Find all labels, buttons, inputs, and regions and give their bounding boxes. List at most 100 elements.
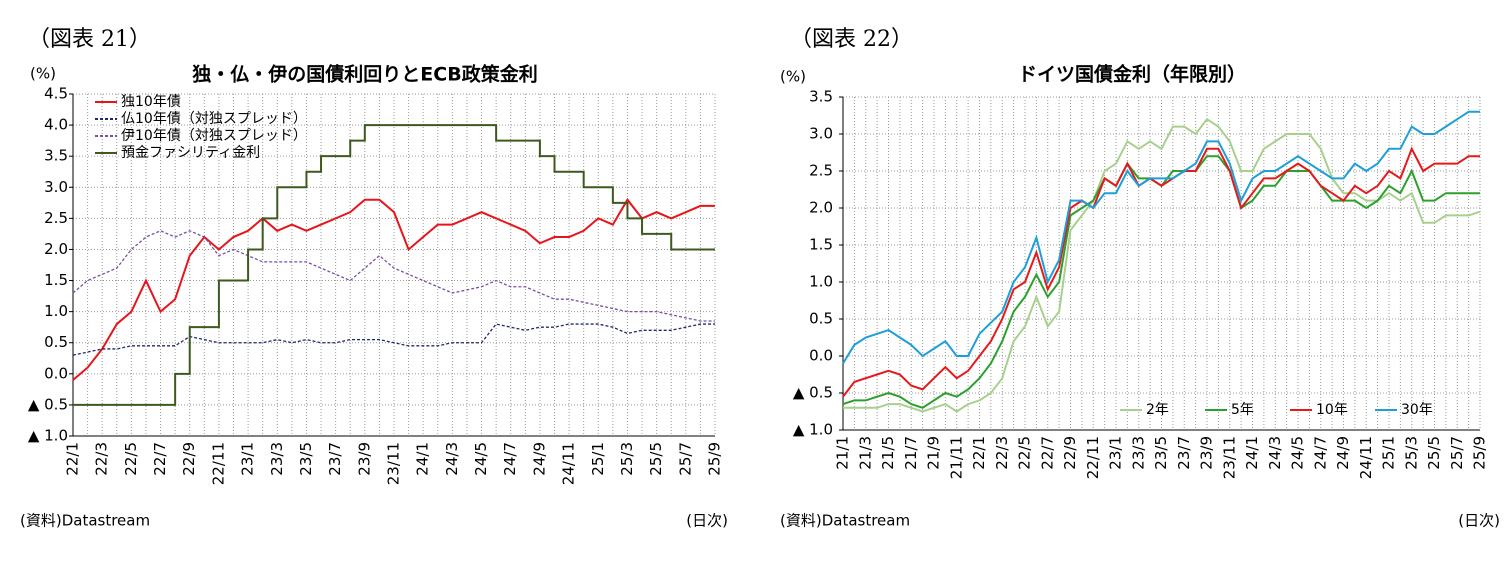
legend-label: 独10年債 — [121, 94, 181, 110]
x-tick-label: 21/9 — [925, 436, 943, 470]
x-tick-label: 25/7 — [676, 442, 694, 476]
frequency: (日次) — [1458, 512, 1500, 530]
series-line — [72, 323, 715, 356]
x-tick-label: 22/9 — [1061, 436, 1079, 470]
x-tick-label: 21/7 — [902, 436, 920, 470]
y-tick-label: 3.5 — [44, 147, 68, 165]
series-line — [73, 124, 715, 406]
chart-title: 独・仏・伊の国債利回りとECB政策金利 — [192, 63, 537, 86]
series-line — [842, 110, 1480, 364]
x-tick-label: 22/11 — [1084, 436, 1102, 479]
x-tick-label: 23/11 — [1220, 436, 1238, 479]
y-tick-label: ▲ 0.5 — [793, 384, 833, 402]
x-tick-label: 25/3 — [1402, 436, 1420, 470]
series-line — [843, 117, 1481, 413]
legend-label: 2年 — [1146, 402, 1169, 418]
y-tick-label: 2.5 — [44, 209, 68, 227]
x-tick-label: 21/1 — [834, 436, 852, 470]
x-tick-label: 25/7 — [1448, 436, 1466, 470]
x-tick-label: 23/9 — [355, 442, 373, 476]
x-tick-label: 23/5 — [297, 442, 315, 476]
x-tick-label: 23/7 — [326, 442, 344, 476]
y-tick-label: 3.0 — [809, 125, 833, 143]
x-tick-label: 22/11 — [209, 442, 227, 485]
x-tick-label: 23/1 — [1107, 436, 1125, 470]
y-tick-label: ▲ 1.0 — [28, 427, 68, 445]
y-tick-label: 2.0 — [809, 199, 833, 217]
x-tick-label: 25/9 — [706, 442, 724, 476]
x-tick-label: 22/1 — [64, 442, 82, 476]
y-tick-label: 4.0 — [44, 116, 68, 134]
x-tick-label: 24/3 — [443, 442, 461, 476]
x-tick-label: 24/7 — [501, 442, 519, 476]
legend-label: 5年 — [1231, 402, 1254, 418]
x-tick-label: 25/5 — [1425, 436, 1443, 470]
y-tick-label: 2.0 — [44, 240, 68, 258]
x-tick-label: 25/3 — [618, 442, 636, 476]
x-tick-label: 24/9 — [1334, 436, 1352, 470]
x-tick-label: 22/7 — [1038, 436, 1056, 470]
x-tick-label: 23/7 — [1175, 436, 1193, 470]
series-line — [72, 197, 715, 381]
legend-label: 仏10年債（対独スプレッド） — [121, 111, 307, 127]
y-tick-label: 1.0 — [809, 273, 833, 291]
x-tick-label: 24/1 — [1243, 436, 1261, 470]
x-tick-label: 24/3 — [1266, 436, 1284, 470]
x-tick-label: 25/1 — [589, 442, 607, 476]
source: (資料)Datastream — [780, 512, 910, 530]
x-tick-label: 24/11 — [1357, 436, 1375, 479]
x-tick-label: 22/3 — [993, 436, 1011, 470]
y-tick-label: ▲ 0.5 — [28, 395, 68, 413]
y-tick-label: 2.5 — [809, 162, 833, 180]
x-tick-label: 21/3 — [856, 436, 874, 470]
y-tick-label: 1.5 — [44, 271, 68, 289]
y-tick-label: 1.0 — [44, 302, 68, 320]
x-tick-label: 22/5 — [122, 442, 140, 476]
x-tick-label: 23/5 — [1152, 436, 1170, 470]
x-tick-label: 24/5 — [1289, 436, 1307, 470]
x-tick-label: 23/1 — [239, 442, 257, 476]
x-tick-label: 23/9 — [1198, 436, 1216, 470]
x-tick-label: 22/5 — [1016, 436, 1034, 470]
x-tick-label: 25/5 — [647, 442, 665, 476]
x-tick-label: 24/1 — [414, 442, 432, 476]
y-tick-label: 4.5 — [44, 85, 68, 103]
x-tick-label: 23/3 — [268, 442, 286, 476]
series-line — [72, 230, 715, 322]
panel-label: （図表 21） — [28, 27, 151, 52]
x-tick-label: 23/3 — [1129, 436, 1147, 470]
y-tick-label: 3.0 — [44, 178, 68, 196]
x-tick-label: 22/3 — [93, 442, 111, 476]
y-tick-label: 0.0 — [809, 347, 833, 365]
x-tick-label: 25/1 — [1380, 436, 1398, 470]
x-tick-label: 24/9 — [530, 442, 548, 476]
y-tick-label: 0.0 — [44, 364, 68, 382]
series-line — [842, 146, 1480, 398]
y-tick-label: 1.5 — [809, 236, 833, 254]
x-tick-label: 21/11 — [947, 436, 965, 479]
y-tick-label: ▲ 1.0 — [793, 421, 833, 439]
y-unit: (%) — [780, 68, 806, 86]
chart-title: ドイツ国債金利（年限別） — [1018, 63, 1246, 86]
legend-label: 預金ファシリティ金利 — [121, 145, 260, 161]
y-tick-label: 0.5 — [44, 333, 68, 351]
legend-label: 10年 — [1316, 402, 1348, 418]
x-tick-label: 22/9 — [180, 442, 198, 476]
source: (資料)Datastream — [20, 512, 150, 530]
x-tick-label: 24/5 — [472, 442, 490, 476]
x-tick-label: 22/7 — [151, 442, 169, 476]
x-tick-label: 24/11 — [560, 442, 578, 485]
legend-label: 30年 — [1401, 402, 1433, 418]
legend-label: 伊10年債（対独スプレッド） — [121, 128, 307, 144]
frequency: (日次) — [686, 512, 728, 530]
x-tick-label: 25/9 — [1471, 436, 1489, 470]
x-tick-label: 23/11 — [385, 442, 403, 485]
y-tick-label: 0.5 — [809, 310, 833, 328]
x-tick-label: 21/5 — [879, 436, 897, 470]
panel-label: （図表 22） — [790, 27, 913, 52]
y-tick-label: 3.5 — [809, 88, 833, 106]
x-tick-label: 22/1 — [970, 436, 988, 470]
y-unit: (%) — [30, 65, 56, 83]
x-tick-label: 24/7 — [1311, 436, 1329, 470]
